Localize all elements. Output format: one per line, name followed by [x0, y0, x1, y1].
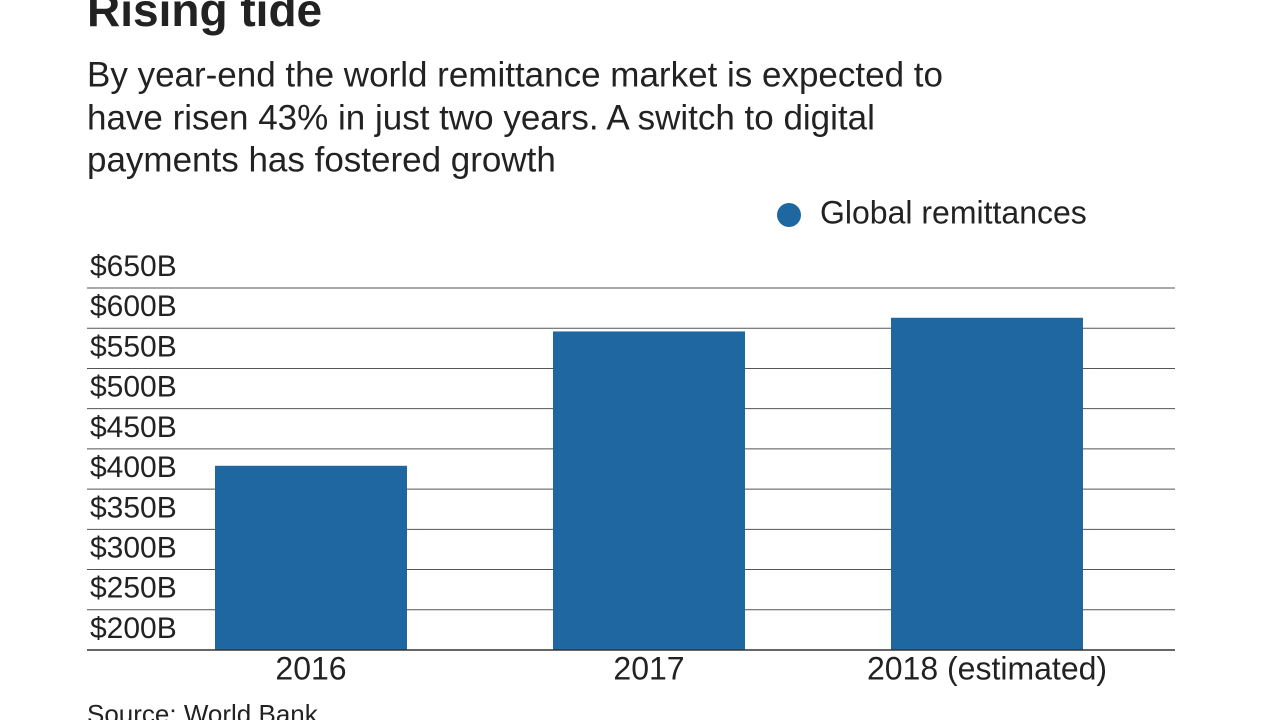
subtitle-line: have risen 43% in just two years. A swit… — [87, 98, 875, 137]
legend-marker — [777, 203, 801, 227]
x-tick-label: 2018 (estimated) — [867, 650, 1107, 686]
bar — [891, 317, 1083, 650]
y-tick-label: $650B — [90, 250, 177, 283]
y-tick-label: $350B — [90, 491, 177, 524]
legend-label: Global remittances — [820, 194, 1087, 230]
y-tick-label: $400B — [90, 451, 177, 484]
bar — [553, 331, 745, 650]
subtitle-line: By year-end the world remittance market … — [87, 55, 943, 94]
x-tick-label: 2016 — [275, 650, 346, 686]
y-tick-label: $500B — [90, 371, 177, 404]
bar — [215, 465, 407, 650]
y-tick-label: $300B — [90, 531, 177, 564]
y-tick-label: $550B — [90, 330, 177, 363]
y-tick-label: $250B — [90, 572, 177, 605]
source: Source: World Bank — [87, 699, 319, 720]
y-tick-label: $200B — [90, 612, 177, 645]
chart-title: Rising tide — [87, 0, 322, 36]
y-tick-label: $600B — [90, 290, 177, 323]
y-tick-label: $450B — [90, 411, 177, 444]
x-tick-label: 2017 — [613, 650, 684, 686]
subtitle-line: payments has fostered growth — [87, 140, 556, 179]
